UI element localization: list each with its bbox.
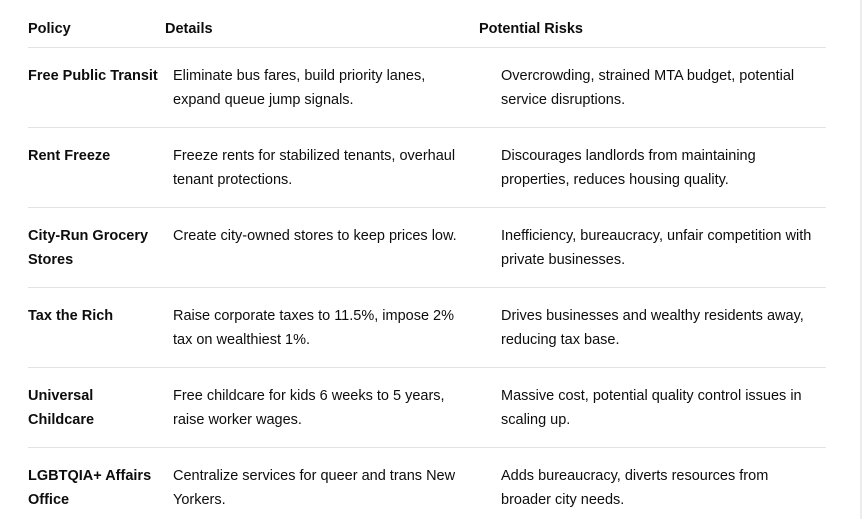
details-cell: Create city-owned stores to keep prices …	[165, 208, 479, 288]
details-cell: Raise corporate taxes to 11.5%, impose 2…	[165, 288, 479, 368]
risks-cell: Drives businesses and wealthy residents …	[479, 288, 826, 368]
policy-cell: City-Run Grocery Stores	[28, 208, 165, 288]
details-cell: Freeze rents for stabilized tenants, ove…	[165, 128, 479, 208]
risks-cell: Inefficiency, bureaucracy, unfair compet…	[479, 208, 826, 288]
policy-cell: Tax the Rich	[28, 288, 165, 368]
risks-cell: Discourages landlords from maintaining p…	[479, 128, 826, 208]
risks-cell: Massive cost, potential quality control …	[479, 368, 826, 448]
table-header-row: Policy Details Potential Risks	[28, 10, 826, 48]
table-row: Free Public Transit Eliminate bus fares,…	[28, 48, 826, 128]
column-header-potential-risks: Potential Risks	[479, 10, 826, 48]
details-cell: Free childcare for kids 6 weeks to 5 yea…	[165, 368, 479, 448]
table-row: Rent Freeze Freeze rents for stabilized …	[28, 128, 826, 208]
policy-cell: Rent Freeze	[28, 128, 165, 208]
details-cell: Eliminate bus fares, build priority lane…	[165, 48, 479, 128]
risks-cell: Adds bureaucracy, diverts resources from…	[479, 448, 826, 527]
table-body: Free Public Transit Eliminate bus fares,…	[28, 48, 826, 527]
column-header-details: Details	[165, 10, 479, 48]
details-cell: Centralize services for queer and trans …	[165, 448, 479, 527]
column-header-policy: Policy	[28, 10, 165, 48]
table-row: Universal Childcare Free childcare for k…	[28, 368, 826, 448]
policy-cell: Free Public Transit	[28, 48, 165, 128]
policy-cell: Universal Childcare	[28, 368, 165, 448]
table-row: City-Run Grocery Stores Create city-owne…	[28, 208, 826, 288]
table-row: LGBTQIA+ Affairs Office Centralize servi…	[28, 448, 826, 527]
risks-cell: Overcrowding, strained MTA budget, poten…	[479, 48, 826, 128]
policy-table: Policy Details Potential Risks Free Publ…	[28, 10, 826, 527]
table-header: Policy Details Potential Risks	[28, 10, 826, 48]
table-row: Tax the Rich Raise corporate taxes to 11…	[28, 288, 826, 368]
policy-cell: LGBTQIA+ Affairs Office	[28, 448, 165, 527]
